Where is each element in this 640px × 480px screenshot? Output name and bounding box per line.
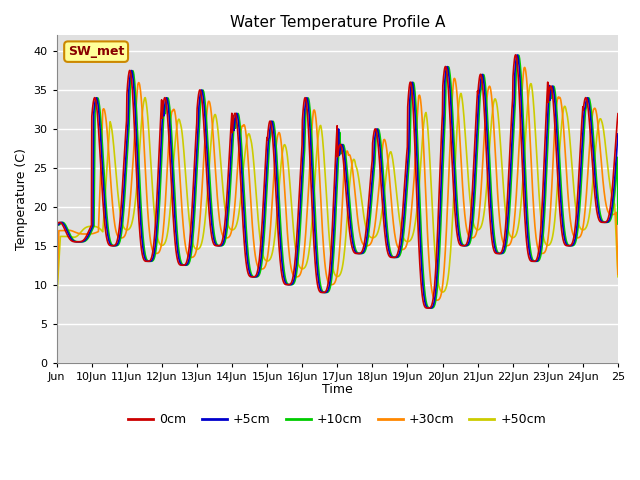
0cm [141,258,148,264]
Title: Water Temperature Profile A: Water Temperature Profile A [230,15,445,30]
+10cm [553,104,561,109]
0cm [312,269,320,275]
+5cm [53,291,61,297]
0cm [323,287,330,293]
+30cm [553,103,561,108]
+5cm [141,254,148,260]
+50cm [53,297,61,302]
+30cm [521,65,529,71]
Line: +50cm: +50cm [57,84,618,300]
0cm [607,196,615,202]
Text: SW_met: SW_met [68,45,124,58]
+30cm [141,150,148,156]
+50cm [141,96,148,102]
Line: +5cm: +5cm [57,55,618,308]
+5cm [426,305,433,311]
0cm [424,305,431,311]
+5cm [312,247,320,252]
Legend: 0cm, +5cm, +10cm, +30cm, +50cm: 0cm, +5cm, +10cm, +30cm, +50cm [124,408,552,431]
+10cm [141,247,148,252]
+10cm [53,268,61,274]
0cm [553,153,561,158]
+5cm [553,123,561,129]
+50cm [527,81,535,86]
+50cm [470,221,477,227]
+30cm [433,297,441,303]
+5cm [607,209,615,215]
+10cm [607,215,615,220]
Line: +10cm: +10cm [57,55,618,308]
+30cm [470,235,477,240]
Line: 0cm: 0cm [57,55,618,308]
0cm [512,52,520,58]
+10cm [312,224,320,229]
Y-axis label: Temperature (C): Temperature (C) [15,148,28,250]
+30cm [614,271,622,277]
X-axis label: Time: Time [322,383,353,396]
+30cm [607,212,615,217]
Line: +30cm: +30cm [57,68,618,300]
+5cm [323,289,330,295]
+10cm [515,52,522,58]
+30cm [323,273,330,279]
+10cm [323,289,330,295]
+5cm [513,52,521,58]
+5cm [470,190,477,196]
0cm [53,222,61,228]
+30cm [53,294,61,300]
+50cm [323,194,330,200]
+30cm [312,116,320,121]
+10cm [427,305,435,311]
0cm [470,159,477,165]
+50cm [607,189,615,194]
+50cm [614,274,622,280]
+5cm [614,131,622,137]
+10cm [470,210,477,216]
+10cm [614,221,622,227]
+50cm [312,161,320,167]
+50cm [552,201,560,207]
0cm [614,111,622,117]
